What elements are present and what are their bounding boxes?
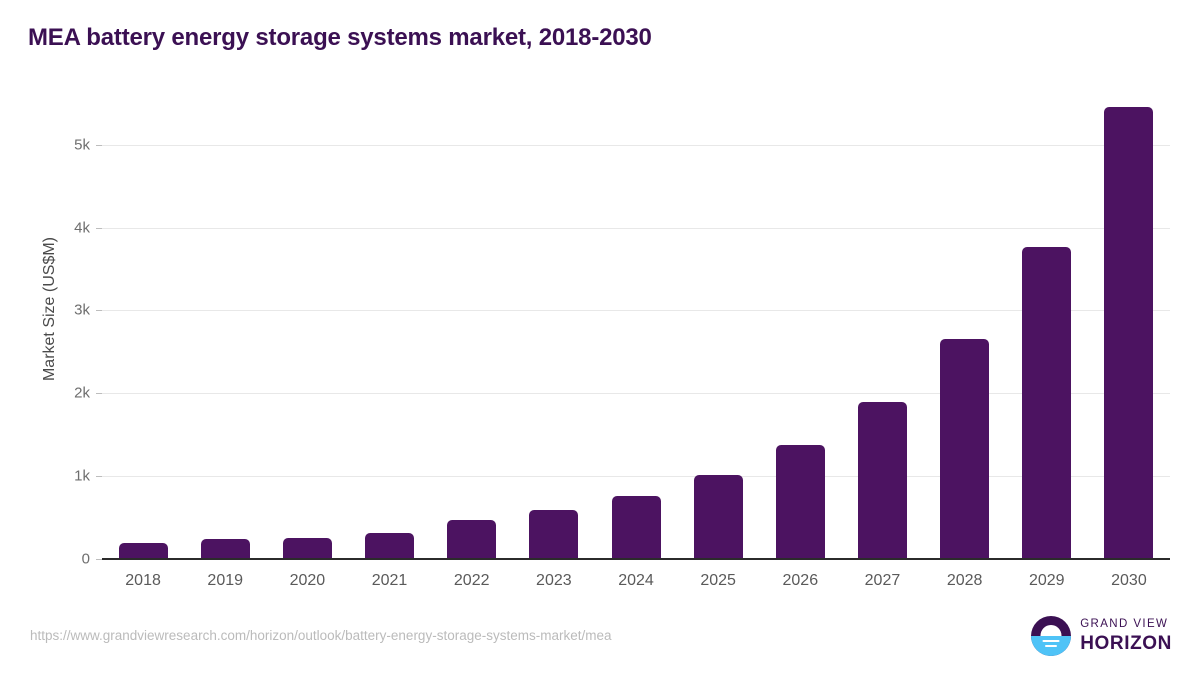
page-title: MEA battery energy storage systems marke… bbox=[28, 24, 652, 51]
y-axis-tick-label: 5k bbox=[74, 136, 90, 154]
bar[interactable] bbox=[611, 495, 661, 559]
logo-ray-2 bbox=[1045, 644, 1058, 647]
x-axis-baseline bbox=[102, 558, 1170, 560]
bar-series bbox=[102, 95, 1170, 559]
bar[interactable] bbox=[775, 445, 825, 559]
gridline bbox=[102, 144, 1170, 146]
bar[interactable] bbox=[447, 520, 497, 559]
logo-bottom-text: HORIZON bbox=[1080, 632, 1172, 654]
x-axis-tick-label: 2018 bbox=[125, 572, 161, 589]
y-axis-tick-label: 0 bbox=[81, 550, 90, 568]
y-axis-tick-label: 4k bbox=[74, 219, 90, 237]
bar[interactable] bbox=[693, 474, 743, 559]
x-axis-tick-label: 2027 bbox=[864, 572, 901, 589]
logo-dome-shape bbox=[1040, 625, 1062, 636]
bar[interactable] bbox=[529, 510, 579, 559]
y-axis-tick-labels: 0 1k 2k 3k 4k 5k bbox=[42, 95, 90, 567]
y-axis-tick-mark bbox=[96, 559, 105, 560]
plot-area bbox=[102, 95, 1170, 560]
logo-ray-1 bbox=[1042, 639, 1060, 642]
gridline bbox=[102, 393, 1170, 395]
bar[interactable] bbox=[200, 539, 250, 559]
x-axis-tick-label: 2023 bbox=[536, 572, 572, 589]
y-axis-tick-label: 2k bbox=[74, 384, 90, 402]
bar[interactable] bbox=[857, 402, 907, 559]
y-axis-tick-label: 3k bbox=[74, 301, 90, 319]
y-axis-tick-marks bbox=[42, 95, 106, 560]
logo-text: GRAND VIEW HORIZON bbox=[1080, 619, 1172, 653]
brand-logo: GRAND VIEW HORIZON bbox=[1031, 616, 1172, 656]
x-axis-tick-label: 2025 bbox=[700, 572, 736, 589]
horizon-sun-icon bbox=[1031, 616, 1072, 656]
gridline bbox=[102, 310, 1170, 312]
gridline bbox=[102, 227, 1170, 229]
x-axis-tick-label: 2026 bbox=[782, 572, 819, 589]
bar[interactable] bbox=[365, 532, 415, 559]
y-axis-tick-mark bbox=[96, 393, 105, 395]
gridline bbox=[102, 476, 1170, 478]
x-axis-tick-label: 2029 bbox=[1028, 572, 1065, 589]
bar[interactable] bbox=[118, 542, 168, 559]
x-axis-tick-label: 2022 bbox=[453, 572, 490, 589]
bar[interactable] bbox=[1104, 107, 1154, 559]
y-axis-tick-label: 1k bbox=[74, 467, 90, 485]
x-axis-tick-label: 2019 bbox=[207, 572, 244, 589]
x-axis-tick-label: 2021 bbox=[371, 572, 408, 589]
y-axis-tick-mark bbox=[96, 310, 105, 312]
x-axis-tick-label: 2020 bbox=[289, 572, 326, 589]
bar[interactable] bbox=[1022, 247, 1072, 559]
x-axis-tick-label: 2030 bbox=[1111, 572, 1147, 589]
y-axis-tick-mark bbox=[96, 227, 105, 229]
source-url: https://www.grandviewresearch.com/horizo… bbox=[30, 628, 612, 643]
x-axis-tick-label: 2024 bbox=[618, 572, 654, 589]
bar[interactable] bbox=[940, 338, 990, 559]
bar[interactable] bbox=[282, 537, 332, 559]
y-axis-tick-mark bbox=[96, 476, 105, 478]
logo-top-text: GRAND VIEW bbox=[1080, 618, 1169, 631]
x-axis-tick-label: 2028 bbox=[946, 572, 983, 589]
y-axis-tick-mark bbox=[96, 144, 105, 146]
